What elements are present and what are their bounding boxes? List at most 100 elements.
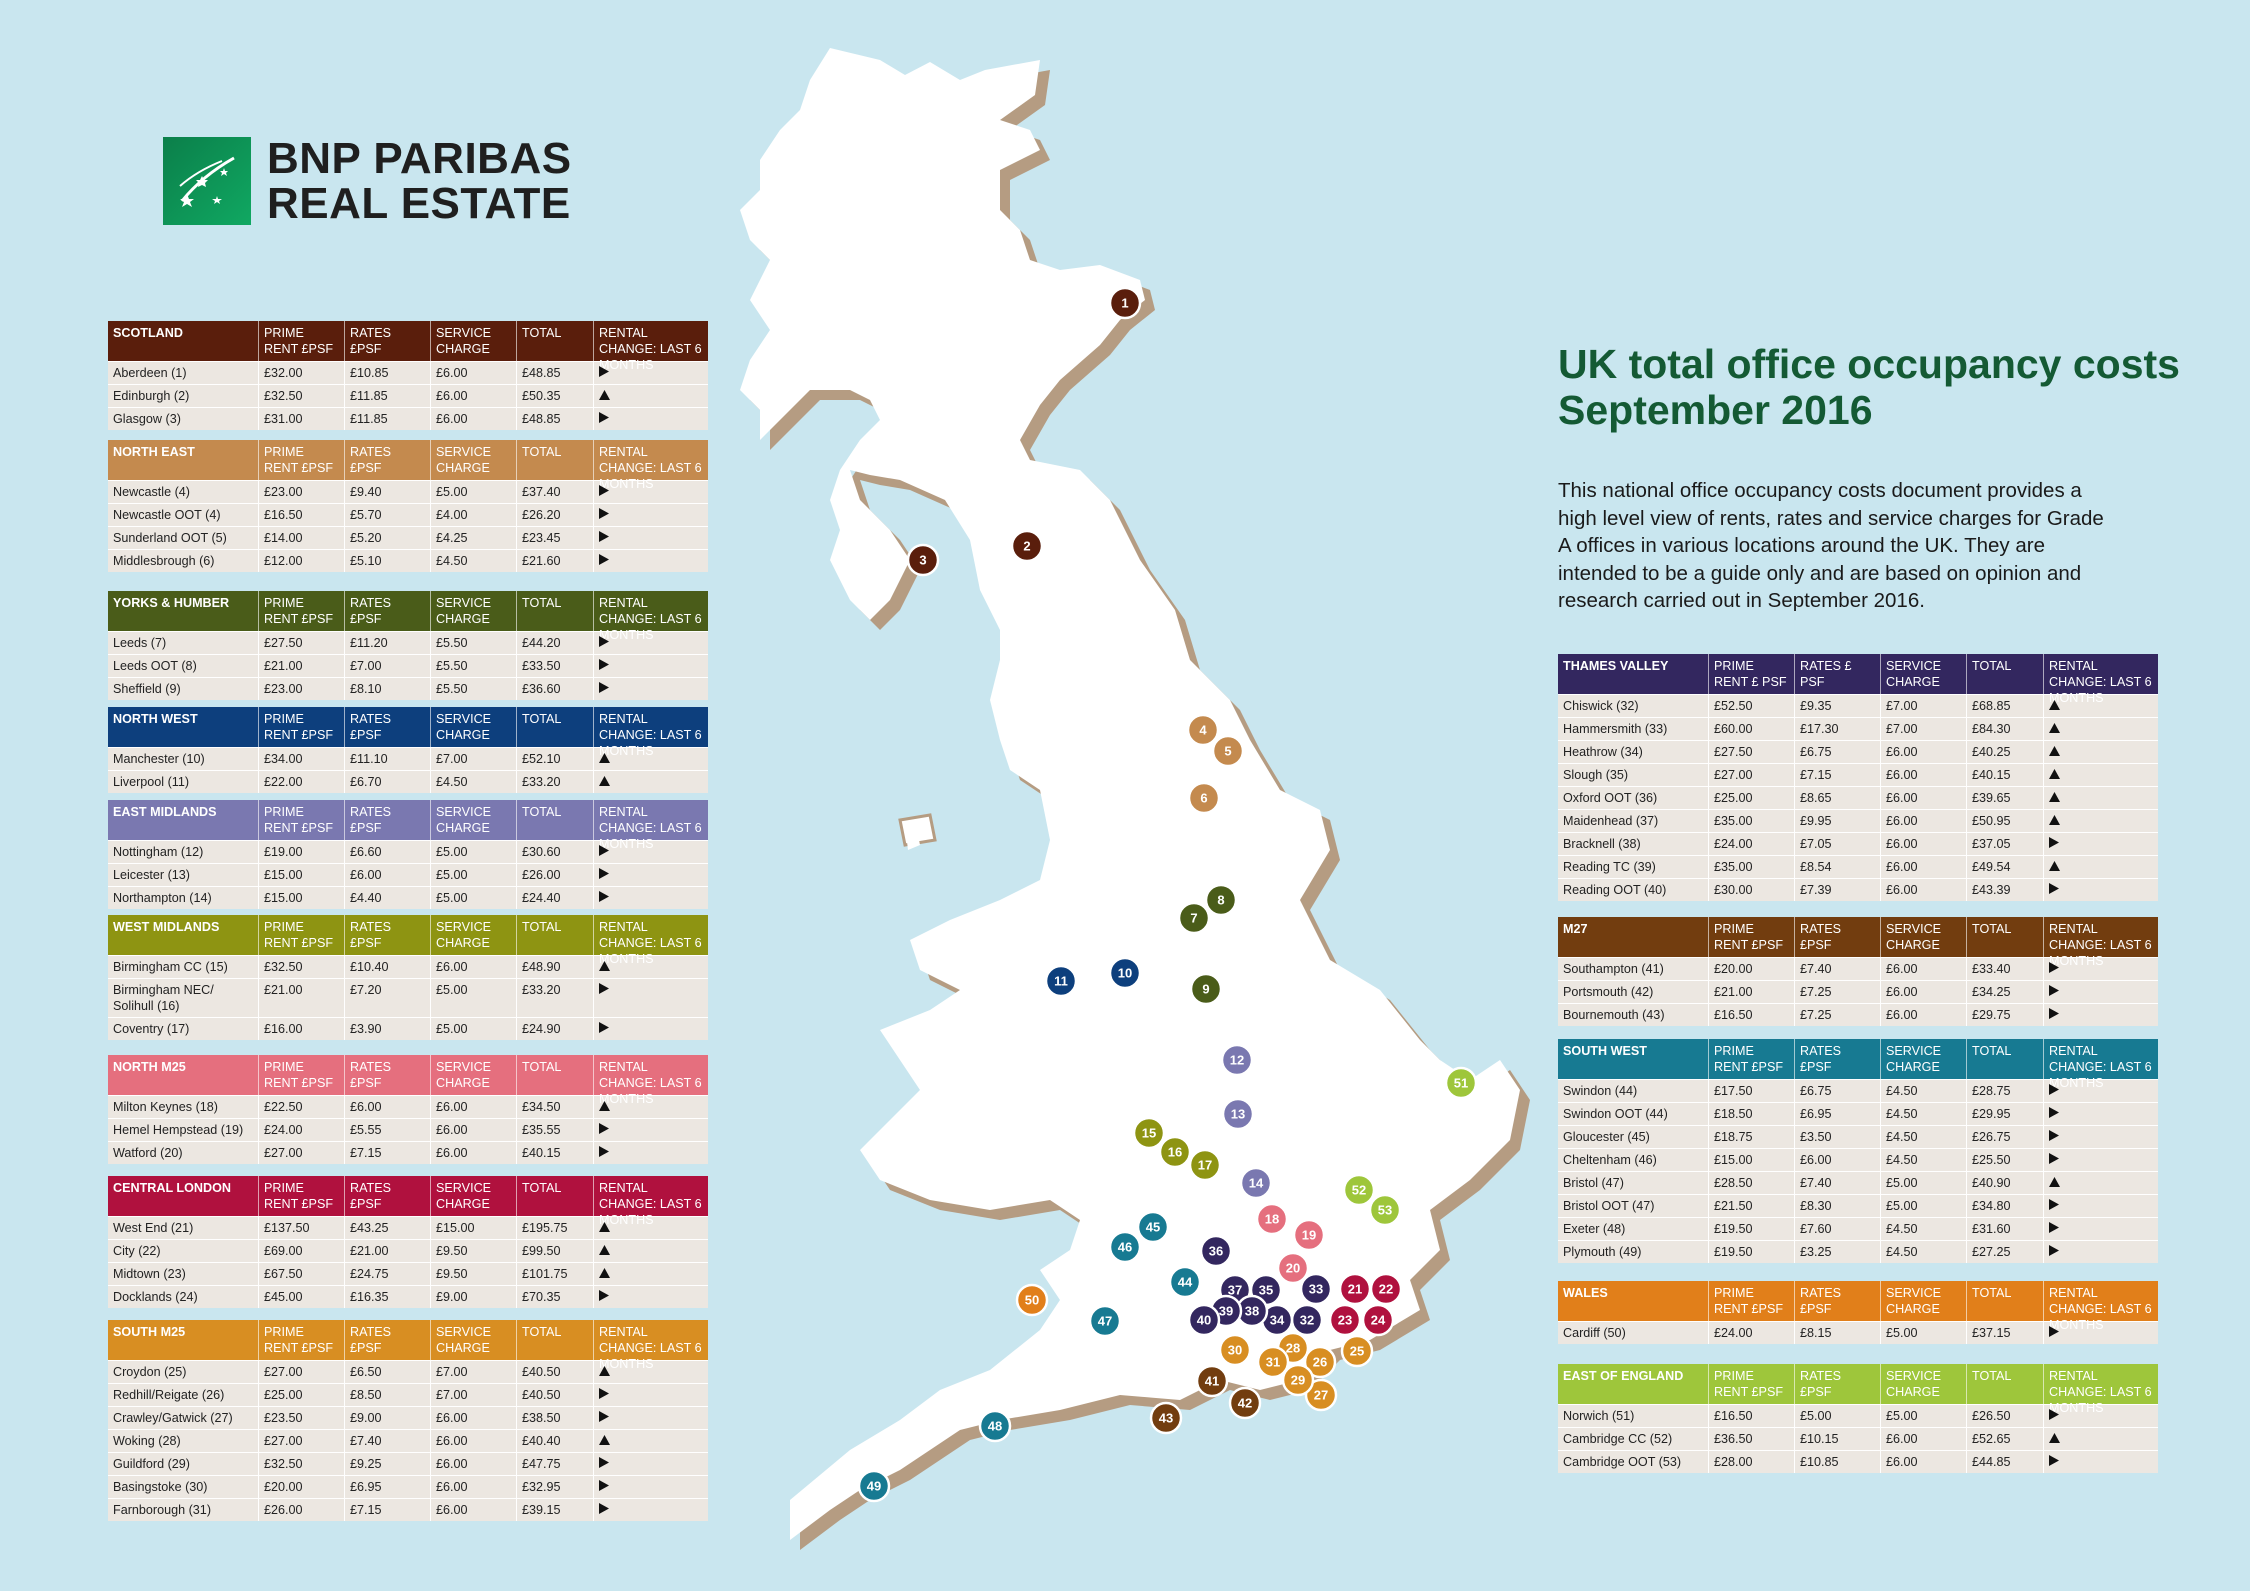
map-pin-5[interactable]: 5	[1211, 734, 1245, 768]
right-triangle-icon	[593, 550, 708, 572]
table-north-west: NORTH WEST PRIME RENT £PSF RATES £PSF SERVI…	[108, 707, 708, 793]
map-pin-17[interactable]: 17	[1188, 1148, 1222, 1182]
up-triangle-icon	[2043, 718, 2158, 740]
column-header: TOTAL	[516, 591, 593, 631]
map-pin-49[interactable]: 49	[857, 1469, 891, 1503]
map-pin-label: 17	[1198, 1158, 1212, 1173]
map-pin-label: 52	[1352, 1183, 1366, 1198]
map-pin-25[interactable]: 25	[1340, 1334, 1374, 1368]
up-triangle-icon	[593, 1263, 708, 1285]
map-pin-9[interactable]: 9	[1189, 972, 1223, 1006]
map-pin-52[interactable]: 52	[1342, 1173, 1376, 1207]
right-triangle-icon	[2043, 1103, 2158, 1125]
right-triangle-icon	[2043, 1451, 2158, 1473]
column-header: TOTAL	[516, 800, 593, 840]
column-header: PRIME RENT £PSF	[258, 1176, 344, 1216]
map-pin-45[interactable]: 45	[1136, 1210, 1170, 1244]
column-header: RENTAL CHANGE: LAST 6 MONTHS	[593, 800, 708, 851]
map-pin-36[interactable]: 36	[1199, 1234, 1233, 1268]
map-pin-40[interactable]: 40	[1187, 1303, 1221, 1337]
map-pin-38[interactable]: 38	[1235, 1294, 1269, 1328]
map-pin-41[interactable]: 41	[1195, 1364, 1229, 1398]
map-pin-46[interactable]: 46	[1108, 1230, 1142, 1264]
map-pin-47[interactable]: 47	[1088, 1304, 1122, 1338]
map-pin-30[interactable]: 30	[1218, 1333, 1252, 1367]
map-pin-label: 16	[1168, 1145, 1182, 1160]
map-pin-15[interactable]: 15	[1132, 1116, 1166, 1150]
map-pin-43[interactable]: 43	[1149, 1401, 1183, 1435]
map-pin-44[interactable]: 44	[1168, 1265, 1202, 1299]
region-name: M27	[1563, 922, 1588, 936]
table-cell: £6.70	[344, 771, 430, 793]
table-row: Bracknell (38) £24.00 £7.05 £6.00 £37.05	[1558, 832, 2158, 855]
map-pin-34[interactable]: 34	[1260, 1303, 1294, 1337]
map-pin-12[interactable]: 12	[1220, 1043, 1254, 1077]
map-pin-label: 28	[1286, 1341, 1300, 1356]
table-cell: Midtown (23)	[113, 1267, 186, 1281]
table-cell: Hemel Hempstead (19)	[113, 1123, 244, 1137]
map-pin-50[interactable]: 50	[1015, 1283, 1049, 1317]
right-triangle-icon	[2043, 958, 2158, 980]
map-pin-marker	[1228, 1386, 1262, 1420]
table-cell: Basingstoke (30)	[113, 1480, 208, 1494]
map-pin-4[interactable]: 4	[1186, 713, 1220, 747]
map-pin-2[interactable]: 2	[1010, 529, 1044, 563]
table-row: Leicester (13) £15.00 £6.00 £5.00 £26.00	[108, 863, 708, 886]
map-pin-14[interactable]: 14	[1239, 1166, 1273, 1200]
table-header: EAST MIDLANDS PRIME RENT £PSF RATES £PSF SE…	[108, 800, 708, 851]
map-pin-24[interactable]: 24	[1361, 1303, 1395, 1337]
map-pin-48[interactable]: 48	[978, 1409, 1012, 1443]
table-cell: £27.00	[1708, 764, 1794, 786]
column-header: RATES £PSF	[344, 1176, 430, 1216]
map-pin-27[interactable]: 27	[1304, 1378, 1338, 1412]
map-pin-16[interactable]: 16	[1158, 1135, 1192, 1169]
column-header: RATES £PSF	[344, 591, 430, 631]
table-cell: £27.00	[258, 1361, 344, 1383]
map-pin-marker	[1220, 1043, 1254, 1077]
table-row: Farnborough (31) £26.00 £7.15 £6.00 £39.15	[108, 1498, 708, 1521]
table-cell: £32.00	[258, 362, 344, 384]
table-cell: £19.00	[258, 841, 344, 863]
table-cell: £34.50	[516, 1096, 593, 1118]
map-pin-42[interactable]: 42	[1228, 1386, 1262, 1420]
table-row: Hammersmith (33) £60.00 £17.30 £7.00 £84.30	[1558, 717, 2158, 740]
table-cell: £21.00	[258, 979, 344, 1017]
map-pin-6[interactable]: 6	[1187, 781, 1221, 815]
table-cell: £44.85	[1966, 1451, 2043, 1473]
map-pin-18[interactable]: 18	[1255, 1202, 1289, 1236]
table-cell: £9.25	[344, 1453, 430, 1475]
map-pin-8[interactable]: 8	[1204, 883, 1238, 917]
table-cell: £7.40	[1794, 958, 1880, 980]
map-pin-label: 11	[1054, 974, 1068, 989]
table-cell: £3.90	[344, 1018, 430, 1040]
table-cell: £6.00	[430, 1499, 516, 1521]
map-pin-29[interactable]: 29	[1281, 1363, 1315, 1397]
map-pin-11[interactable]: 11	[1044, 964, 1078, 998]
table-row: Swindon (44) £17.50 £6.75 £4.50 £28.75	[1558, 1079, 2158, 1102]
table-cell: Watford (20)	[113, 1146, 183, 1160]
map-pin-1[interactable]: 1	[1108, 286, 1142, 320]
map-pin-31[interactable]: 31	[1256, 1345, 1290, 1379]
map-pin-21[interactable]: 21	[1338, 1272, 1372, 1306]
table-cell: Cambridge OOT (53)	[1563, 1455, 1682, 1469]
map-pin-33[interactable]: 33	[1299, 1272, 1333, 1306]
map-pin-19[interactable]: 19	[1292, 1218, 1326, 1252]
map-pin-13[interactable]: 13	[1221, 1097, 1255, 1131]
table-row: Birmingham NEC/ Solihull (16) £21.00 £7.20…	[108, 978, 708, 1017]
table-cell: £40.90	[1966, 1172, 2043, 1194]
table-cell: £6.00	[1880, 764, 1966, 786]
map-pin-32[interactable]: 32	[1290, 1303, 1324, 1337]
map-pin-53[interactable]: 53	[1368, 1193, 1402, 1227]
logo: BNP PARIBAS REAL ESTATE	[163, 136, 572, 226]
map-pin-10[interactable]: 10	[1108, 956, 1142, 990]
map-pin-51[interactable]: 51	[1444, 1066, 1478, 1100]
map-pin-20[interactable]: 20	[1276, 1251, 1310, 1285]
map-pin-3[interactable]: 3	[906, 543, 940, 577]
table-cell: £6.00	[430, 408, 516, 430]
map-pin-23[interactable]: 23	[1328, 1303, 1362, 1337]
map-pin-7[interactable]: 7	[1177, 901, 1211, 935]
table-cell: £60.00	[1708, 718, 1794, 740]
map-pin-26[interactable]: 26	[1303, 1345, 1337, 1379]
table-cell: £50.35	[516, 385, 593, 407]
map-pin-22[interactable]: 22	[1369, 1272, 1403, 1306]
